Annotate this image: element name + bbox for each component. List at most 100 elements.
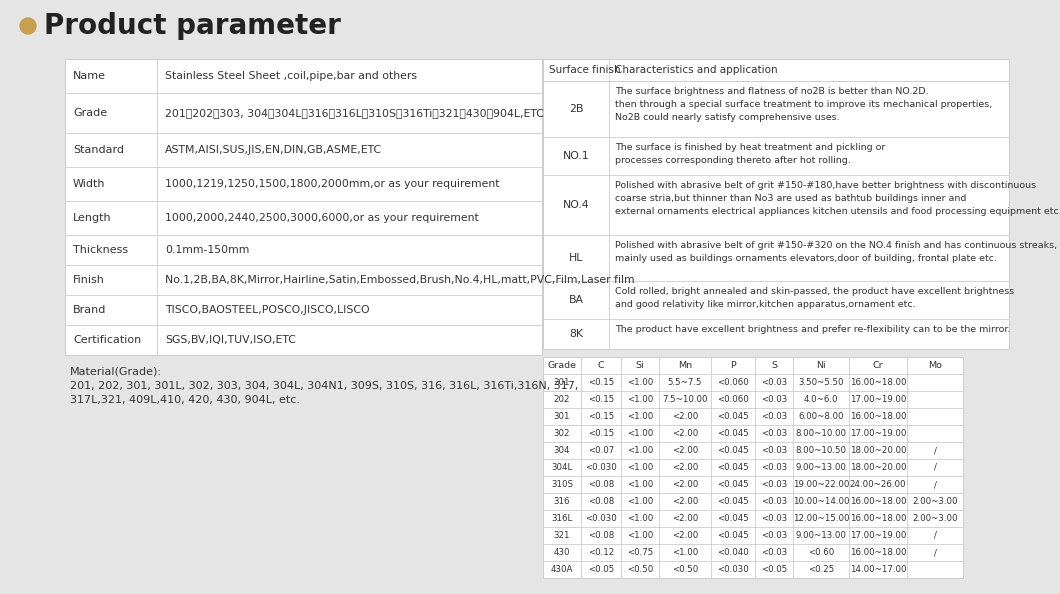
Text: 304: 304 (553, 446, 570, 455)
Text: <2.00: <2.00 (672, 514, 699, 523)
Text: 6.00~8.00: 6.00~8.00 (798, 412, 844, 421)
Text: 17.00~19.00: 17.00~19.00 (850, 429, 906, 438)
Text: <0.03: <0.03 (761, 548, 788, 557)
Text: 16.00~18.00: 16.00~18.00 (850, 412, 906, 421)
Text: <1.00: <1.00 (626, 446, 653, 455)
Text: <0.60: <0.60 (808, 548, 834, 557)
Text: 9.00~13.00: 9.00~13.00 (796, 463, 847, 472)
Text: /: / (934, 446, 936, 455)
Text: NO.4: NO.4 (563, 200, 589, 210)
Text: 14.00~17.00: 14.00~17.00 (850, 565, 906, 574)
Text: Characteristics and application: Characteristics and application (615, 65, 778, 75)
Text: <0.75: <0.75 (626, 548, 653, 557)
Text: <0.030: <0.030 (585, 463, 617, 472)
Text: HL: HL (569, 253, 583, 263)
Text: <0.15: <0.15 (588, 412, 614, 421)
Text: 302: 302 (553, 429, 570, 438)
Text: mainly used as buildings ornaments elevators,door of building, frontal plate etc: mainly used as buildings ornaments eleva… (615, 254, 997, 263)
Text: <1.00: <1.00 (626, 378, 653, 387)
Text: <0.15: <0.15 (588, 429, 614, 438)
Text: No.1,2B,BA,8K,Mirror,Hairline,Satin,Embossed,Brush,No.4,HL,matt,PVC,Film,Laser f: No.1,2B,BA,8K,Mirror,Hairline,Satin,Embo… (165, 275, 635, 285)
Text: S: S (771, 361, 777, 370)
Text: 2.00~3.00: 2.00~3.00 (913, 514, 958, 523)
Text: 18.00~20.00: 18.00~20.00 (850, 463, 906, 472)
Text: <0.05: <0.05 (761, 565, 788, 574)
Text: Ni: Ni (816, 361, 826, 370)
Text: Grade: Grade (548, 361, 577, 370)
Text: <1.00: <1.00 (626, 412, 653, 421)
Text: 8K: 8K (569, 329, 583, 339)
Text: then through a special surface treatment to improve its mechanical properties,: then through a special surface treatment… (615, 100, 992, 109)
Text: <0.045: <0.045 (718, 446, 748, 455)
Text: <2.00: <2.00 (672, 531, 699, 540)
Text: <0.045: <0.045 (718, 429, 748, 438)
Text: Surface finish: Surface finish (549, 65, 620, 75)
Text: <0.08: <0.08 (588, 497, 614, 506)
Text: <0.045: <0.045 (718, 463, 748, 472)
Text: BA: BA (568, 295, 583, 305)
Text: 202: 202 (553, 395, 570, 404)
Text: <0.03: <0.03 (761, 412, 788, 421)
Text: <0.030: <0.030 (585, 514, 617, 523)
Text: 12.00~15.00: 12.00~15.00 (793, 514, 849, 523)
Text: <1.00: <1.00 (626, 463, 653, 472)
Text: 8.00~10.00: 8.00~10.00 (795, 429, 847, 438)
Text: 17.00~19.00: 17.00~19.00 (850, 531, 906, 540)
Text: Brand: Brand (73, 305, 106, 315)
Text: processes corresponding thereto after hot rolling.: processes corresponding thereto after ho… (615, 156, 851, 165)
Text: external ornaments electrical appliances kitchen utensils and food processing eq: external ornaments electrical appliances… (615, 207, 1060, 216)
Text: and good relativity like mirror,kitchen apparatus,ornament etc.: and good relativity like mirror,kitchen … (615, 300, 916, 309)
Text: <0.15: <0.15 (588, 378, 614, 387)
Text: 9.00~13.00: 9.00~13.00 (796, 531, 847, 540)
Text: 304L: 304L (551, 463, 572, 472)
Text: Certification: Certification (73, 335, 141, 345)
Text: <0.030: <0.030 (718, 565, 748, 574)
Text: 8.00~10.50: 8.00~10.50 (795, 446, 847, 455)
Text: <0.03: <0.03 (761, 531, 788, 540)
Text: 16.00~18.00: 16.00~18.00 (850, 497, 906, 506)
Text: The surface brightness and flatness of no2B is better than NO.2D.: The surface brightness and flatness of n… (615, 87, 929, 96)
Text: <0.05: <0.05 (588, 565, 614, 574)
Text: <1.00: <1.00 (626, 514, 653, 523)
Text: <0.045: <0.045 (718, 412, 748, 421)
Text: <0.060: <0.060 (718, 395, 748, 404)
Text: 316L: 316L (551, 514, 572, 523)
Text: <2.00: <2.00 (672, 412, 699, 421)
Text: 1000,2000,2440,2500,3000,6000,or as your requirement: 1000,2000,2440,2500,3000,6000,or as your… (165, 213, 479, 223)
Text: Name: Name (73, 71, 106, 81)
Text: <2.00: <2.00 (672, 480, 699, 489)
Text: 2.00~3.00: 2.00~3.00 (913, 497, 958, 506)
Bar (65, 59, 542, 355)
Text: TISCO,BAOSTEEL,POSCO,JISCO,LISCO: TISCO,BAOSTEEL,POSCO,JISCO,LISCO (165, 305, 370, 315)
Text: <1.00: <1.00 (626, 531, 653, 540)
Text: <0.15: <0.15 (588, 395, 614, 404)
Text: <0.25: <0.25 (808, 565, 834, 574)
Text: Finish: Finish (73, 275, 105, 285)
Text: <2.00: <2.00 (672, 463, 699, 472)
Text: 310S: 310S (551, 480, 573, 489)
Text: <0.045: <0.045 (718, 480, 748, 489)
Text: <0.03: <0.03 (761, 378, 788, 387)
Text: Thickness: Thickness (73, 245, 128, 255)
Text: 16.00~18.00: 16.00~18.00 (850, 514, 906, 523)
Text: 316: 316 (553, 497, 570, 506)
Text: <0.03: <0.03 (761, 463, 788, 472)
Text: Product parameter: Product parameter (45, 12, 341, 40)
Text: <1.00: <1.00 (626, 497, 653, 506)
Text: ASTM,AISI,SUS,JIS,EN,DIN,GB,ASME,ETC: ASTM,AISI,SUS,JIS,EN,DIN,GB,ASME,ETC (165, 145, 382, 155)
Text: Cold rolled, bright annealed and skin-passed, the product have excellent brightn: Cold rolled, bright annealed and skin-pa… (615, 287, 1014, 296)
Text: Polished with abrasive belt of grit #150-#180,have better brightness with discon: Polished with abrasive belt of grit #150… (615, 181, 1036, 190)
Text: Length: Length (73, 213, 111, 223)
Bar (543, 357, 962, 578)
Text: <0.50: <0.50 (672, 565, 699, 574)
Text: 18.00~20.00: 18.00~20.00 (850, 446, 906, 455)
Text: <0.03: <0.03 (761, 395, 788, 404)
Text: P: P (730, 361, 736, 370)
Text: <0.045: <0.045 (718, 514, 748, 523)
Text: Grade: Grade (73, 108, 107, 118)
Text: /: / (934, 480, 936, 489)
Text: <0.08: <0.08 (588, 531, 614, 540)
Text: SGS,BV,IQI,TUV,ISO,ETC: SGS,BV,IQI,TUV,ISO,ETC (165, 335, 296, 345)
Text: <0.50: <0.50 (626, 565, 653, 574)
Text: 1000,1219,1250,1500,1800,2000mm,or as your requirement: 1000,1219,1250,1500,1800,2000mm,or as yo… (165, 179, 499, 189)
